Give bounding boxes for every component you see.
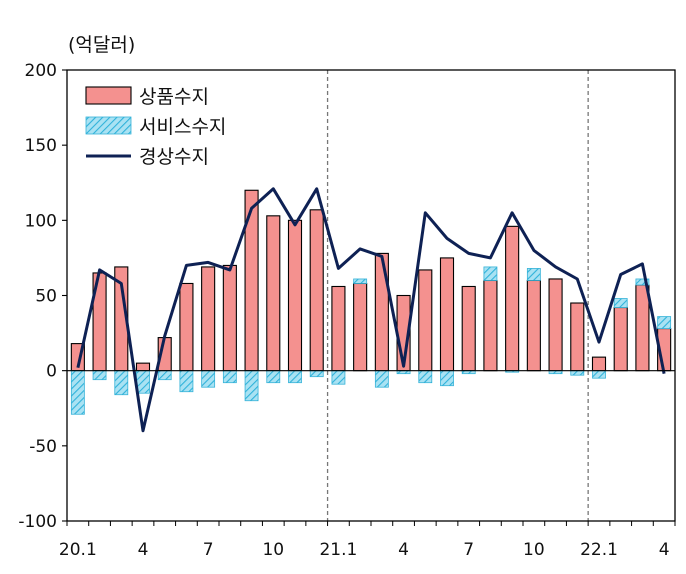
y-tick-label: 150 bbox=[25, 136, 57, 156]
y-tick-label: -50 bbox=[29, 437, 57, 457]
goods-bar bbox=[613, 306, 628, 372]
services-bar bbox=[570, 370, 585, 376]
goods-bar bbox=[461, 285, 476, 372]
services-bar bbox=[288, 370, 302, 384]
services-bar bbox=[244, 370, 259, 402]
goods-bar bbox=[374, 252, 389, 372]
x-tick-label: 10 bbox=[523, 540, 545, 560]
goods-bar bbox=[635, 284, 650, 372]
goods-bar bbox=[505, 225, 520, 372]
services-bar bbox=[483, 266, 498, 281]
services-bar bbox=[331, 370, 346, 385]
goods-bar bbox=[287, 219, 303, 372]
goods-bar bbox=[353, 282, 368, 372]
y-tick-label: -100 bbox=[18, 512, 57, 532]
goods-bar bbox=[439, 257, 455, 372]
goods-bar bbox=[135, 362, 151, 372]
services-bar bbox=[70, 370, 85, 415]
services-bar bbox=[114, 370, 129, 396]
goods-bar bbox=[331, 285, 346, 372]
y-tick-label: 0 bbox=[46, 362, 57, 382]
current-account-line bbox=[76, 187, 666, 433]
x-tick-label: 4 bbox=[138, 540, 149, 560]
services-bar bbox=[179, 370, 194, 393]
services-bar bbox=[657, 316, 672, 329]
x-tick-label: 4 bbox=[659, 540, 670, 560]
services-bar bbox=[592, 370, 606, 379]
x-tick-label: 22.1 bbox=[580, 540, 618, 560]
legend-label: 경상수지 bbox=[139, 146, 209, 168]
grid-layer bbox=[326, 70, 589, 521]
unit-label: (억달러) bbox=[68, 34, 136, 56]
services-bar bbox=[374, 370, 389, 388]
goods-bar bbox=[309, 209, 324, 372]
services-bar bbox=[92, 370, 107, 381]
x-tick-label: 7 bbox=[463, 540, 474, 560]
goods-bar bbox=[483, 279, 498, 372]
legend-label: 서비스수지 bbox=[139, 116, 226, 138]
services-bar bbox=[440, 370, 454, 387]
goods-bar bbox=[526, 279, 541, 372]
bar-layer bbox=[70, 189, 672, 415]
goods-bar bbox=[418, 269, 433, 372]
goods-bar bbox=[266, 215, 281, 372]
x-tick-label: 10 bbox=[262, 540, 284, 560]
legend-swatch-goods bbox=[85, 86, 132, 105]
line-layer bbox=[76, 187, 666, 433]
services-bar bbox=[635, 278, 650, 286]
goods-bar bbox=[179, 282, 194, 372]
y-tick-label: 50 bbox=[35, 287, 57, 307]
x-tick-label: 20.1 bbox=[59, 540, 97, 560]
goods-bar bbox=[222, 264, 237, 372]
services-bar bbox=[353, 278, 368, 284]
y-tick-label: 100 bbox=[25, 211, 57, 231]
legend-swatch-services bbox=[85, 116, 132, 135]
services-bar bbox=[157, 370, 172, 381]
x-tick-label: 21.1 bbox=[319, 540, 357, 560]
x-tick-label: 7 bbox=[203, 540, 214, 560]
legend-label: 상품수지 bbox=[139, 86, 209, 108]
goods-bar bbox=[548, 278, 563, 372]
y-tick-label: 200 bbox=[25, 61, 57, 81]
goods-bar bbox=[570, 302, 585, 372]
x-tick-label: 4 bbox=[398, 540, 409, 560]
goods-bar bbox=[591, 356, 607, 372]
services-bar bbox=[222, 370, 237, 384]
goods-bar bbox=[201, 266, 216, 372]
services-bar bbox=[418, 370, 433, 384]
services-bar bbox=[613, 298, 628, 308]
services-bar bbox=[526, 268, 541, 281]
services-bar bbox=[201, 370, 216, 388]
services-bar bbox=[309, 370, 324, 378]
services-bar bbox=[266, 370, 281, 384]
